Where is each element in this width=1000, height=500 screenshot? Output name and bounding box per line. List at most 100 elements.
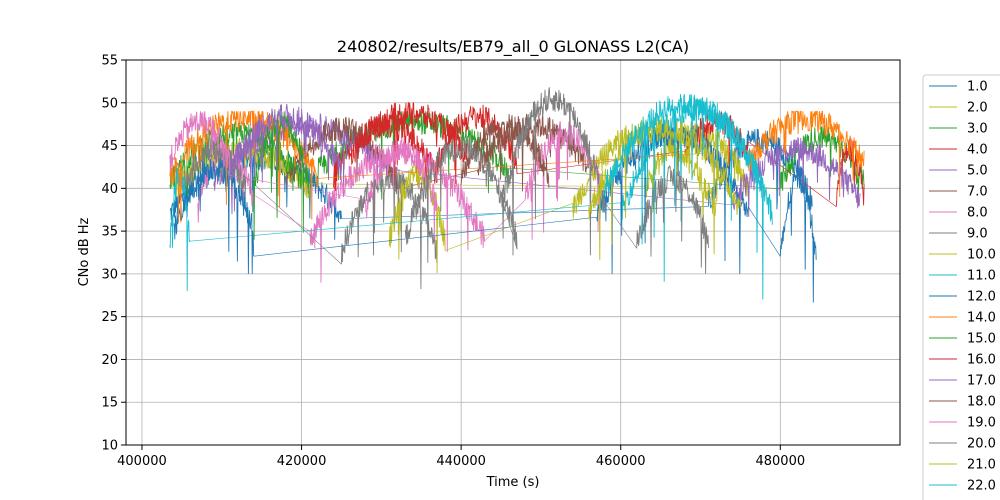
series-connector [245, 176, 342, 265]
x-tick-label: 400000 [117, 454, 167, 469]
series-line [340, 167, 438, 290]
series-line [404, 135, 518, 263]
legend-label: 19.0 [967, 416, 996, 431]
legend-item: 17.0 [929, 374, 996, 389]
y-tick-label: 55 [101, 54, 118, 69]
legend-label: 4.0 [967, 143, 988, 158]
legend-item: 22.0 [929, 479, 996, 494]
series-connector [253, 216, 597, 257]
legend-label: 5.0 [967, 164, 988, 179]
y-tick-label: 35 [101, 225, 118, 240]
series-line [169, 145, 342, 240]
legend-item: 10.0 [929, 248, 996, 263]
series-16-0 [348, 101, 470, 185]
legend-label: 17.0 [967, 374, 996, 389]
legend: 1.0 2.0 3.0 4.0 5.0 7.0 8.0 9.0 10.0 11.0 12.0 14.0… [922, 74, 1000, 500]
legend-label: 8.0 [967, 206, 988, 221]
legend-item: 16.0 [929, 353, 996, 368]
legend-item: 14.0 [929, 311, 996, 326]
legend-item: 2.0 [929, 101, 988, 116]
x-tick-label: 480000 [755, 454, 805, 469]
legend-item: 20.0 [929, 437, 996, 452]
series-connector [748, 206, 781, 257]
legend-label: 11.0 [967, 269, 996, 284]
legend-label: 3.0 [967, 122, 988, 137]
legend-item: 12.0 [929, 290, 996, 305]
legend-item: 15.0 [929, 332, 996, 347]
series-22-0 [604, 94, 765, 245]
legend-label: 21.0 [967, 458, 996, 473]
series-line [388, 164, 446, 274]
axes-frame [125, 59, 901, 446]
series-19-0 [169, 111, 438, 240]
y-tick-label: 15 [101, 396, 118, 411]
series-17-0 [229, 103, 342, 194]
series-line [173, 158, 255, 274]
y-tick-label: 25 [101, 310, 118, 325]
series-connector [253, 194, 310, 232]
legend-item: 4.0 [929, 143, 988, 158]
series-connector [748, 141, 837, 207]
legend-label: 2.0 [967, 101, 988, 116]
series-line [636, 165, 709, 274]
series-line [604, 94, 765, 245]
y-tick-label: 30 [101, 267, 118, 282]
legend-label: 18.0 [967, 395, 996, 410]
legend-item: 11.0 [929, 269, 996, 284]
axes [125, 59, 901, 446]
y-tick-label: 40 [101, 182, 118, 197]
legend-label: 16.0 [967, 353, 996, 368]
series-line [348, 101, 470, 185]
series-line [181, 138, 247, 202]
series-line [460, 113, 550, 192]
series-14-0 [169, 110, 865, 223]
series-line [169, 162, 191, 292]
series-line [285, 116, 398, 195]
legend-item: 18.0 [929, 395, 996, 410]
y-tick-label: 10 [101, 439, 118, 454]
series-line [747, 110, 865, 197]
series-line [364, 137, 438, 240]
y-tick-label: 20 [101, 353, 118, 368]
legend-item: 7.0 [929, 185, 988, 200]
y-tick-label: 45 [101, 139, 118, 154]
y-tick-label: 50 [101, 96, 118, 111]
series-connector [229, 175, 366, 200]
chart-title: 240802/results/EB79_all_0 GLONASS L2(CA) [337, 37, 689, 57]
series-9-0 [181, 138, 438, 290]
legend-label: 1.0 [967, 80, 988, 95]
series-connector [309, 183, 645, 187]
x-axis-label: Time (s) [486, 475, 540, 490]
legend-item: 5.0 [929, 164, 988, 179]
legend-item: 8.0 [929, 206, 988, 221]
series-18-0 [460, 113, 550, 192]
series-connector [189, 202, 621, 242]
series-connector [500, 195, 518, 250]
tick-labels: 400000 420000 440000 460000 480000 10 15 20 25 30… [101, 54, 805, 470]
x-tick-label: 420000 [277, 454, 327, 469]
x-tick-label: 460000 [596, 454, 646, 469]
series-connector [484, 199, 526, 241]
legend-item: 3.0 [929, 122, 988, 137]
legend-label: 10.0 [967, 248, 996, 263]
series-connector [604, 202, 637, 249]
legend-label: 12.0 [967, 290, 996, 305]
series-connector [516, 150, 685, 175]
series-line [169, 110, 318, 223]
legend-label: 22.0 [967, 479, 996, 494]
legend-label: 15.0 [967, 332, 996, 347]
legend-label: 7.0 [967, 185, 988, 200]
legend-item: 1.0 [929, 80, 988, 95]
legend-label: 20.0 [967, 437, 996, 452]
series-line [229, 103, 342, 194]
x-tick-label: 440000 [436, 454, 486, 469]
legend-item: 9.0 [929, 227, 988, 242]
legend-item: 19.0 [929, 416, 996, 431]
series-layer [169, 87, 865, 303]
legend-box [922, 74, 1000, 500]
series-line [779, 167, 817, 303]
series-line [835, 137, 865, 207]
y-axis-label: CNo dB Hz [77, 217, 92, 286]
legend-label: 9.0 [967, 227, 988, 242]
